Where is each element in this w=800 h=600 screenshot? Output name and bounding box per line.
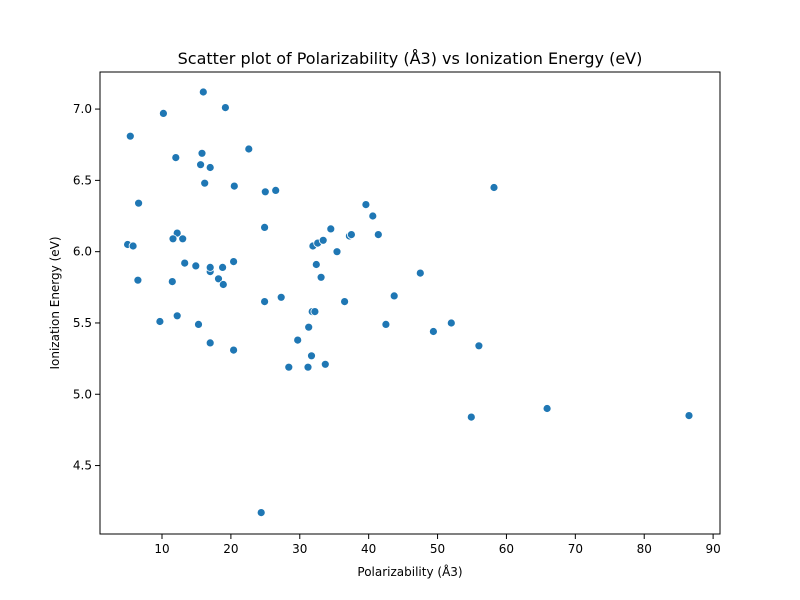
data-point — [158, 109, 168, 118]
data-point — [218, 262, 228, 272]
data-point — [229, 181, 239, 191]
data-point — [196, 160, 206, 170]
data-point — [167, 277, 177, 287]
data-point — [326, 224, 336, 234]
data-point — [361, 200, 371, 210]
data-point — [542, 404, 552, 413]
data-point — [276, 292, 286, 302]
data-point — [260, 222, 270, 232]
data-point — [474, 341, 484, 351]
data-point — [155, 317, 165, 326]
data-point — [260, 297, 270, 307]
data-point — [220, 103, 230, 112]
data-point — [128, 241, 138, 251]
y-tick-label: 4.5 — [73, 459, 92, 473]
x-tick-label: 40 — [361, 542, 376, 556]
data-point — [133, 275, 143, 285]
x-tick-label: 60 — [499, 542, 514, 556]
data-point — [303, 362, 313, 372]
data-point — [320, 359, 330, 369]
data-point — [307, 351, 316, 361]
y-axis-label: Ionization Energy (eV) — [48, 236, 62, 369]
data-point — [200, 178, 210, 188]
data-point — [310, 307, 320, 317]
data-point — [218, 280, 228, 289]
data-point — [180, 258, 190, 268]
y-axis-ticks: 4.5 5.0 5.5 6.0 6.5 7.0 — [73, 102, 100, 473]
data-point — [205, 163, 215, 172]
data-point — [205, 262, 215, 272]
x-tick-label: 70 — [568, 542, 583, 556]
data-point — [489, 183, 499, 192]
data-point — [198, 87, 208, 97]
x-axis-label: Polarizability (Å3) — [357, 564, 462, 579]
data-point — [346, 230, 356, 240]
data-point — [168, 234, 178, 244]
data-point — [134, 198, 144, 208]
data-point — [171, 153, 181, 163]
data-point — [428, 327, 438, 336]
data-point — [194, 319, 203, 329]
data-point — [229, 257, 239, 267]
data-point — [684, 411, 694, 421]
data-point — [332, 247, 342, 257]
data-points — [123, 87, 694, 517]
x-tick-label: 90 — [705, 542, 720, 556]
x-axis-ticks: 10 20 30 40 50 60 70 80 90 — [154, 534, 721, 556]
data-point — [293, 335, 303, 345]
data-point — [368, 211, 378, 221]
y-tick-label: 5.0 — [73, 387, 92, 401]
data-point — [214, 274, 223, 284]
data-point — [271, 185, 281, 195]
data-point — [229, 345, 239, 355]
data-point — [389, 291, 399, 301]
chart-title: Scatter plot of Polarizability (Å3) vs I… — [178, 49, 643, 68]
y-tick-label: 6.0 — [73, 245, 92, 259]
data-point — [381, 319, 391, 329]
data-point — [415, 268, 425, 278]
data-point — [311, 260, 321, 269]
data-point — [260, 187, 270, 197]
data-point — [125, 131, 135, 141]
data-point — [373, 230, 383, 240]
data-point — [178, 234, 188, 244]
data-point — [284, 362, 294, 372]
x-tick-label: 80 — [637, 542, 652, 556]
data-point — [244, 144, 254, 154]
data-point — [316, 272, 326, 282]
x-tick-label: 20 — [223, 542, 238, 556]
data-point — [197, 148, 207, 158]
data-point — [466, 412, 476, 422]
data-point — [256, 508, 266, 517]
x-tick-label: 30 — [292, 542, 307, 556]
x-tick-label: 50 — [430, 542, 445, 556]
data-point — [172, 311, 182, 321]
y-tick-label: 6.5 — [73, 173, 92, 187]
data-point — [304, 322, 314, 332]
data-point — [318, 235, 328, 245]
plot-area-frame — [99, 71, 721, 535]
data-point — [205, 338, 215, 348]
y-tick-label: 5.5 — [73, 316, 92, 330]
x-tick-label: 10 — [154, 542, 169, 556]
data-point — [191, 261, 201, 271]
y-tick-label: 7.0 — [73, 102, 92, 116]
data-point — [340, 297, 350, 307]
data-point — [446, 318, 456, 328]
